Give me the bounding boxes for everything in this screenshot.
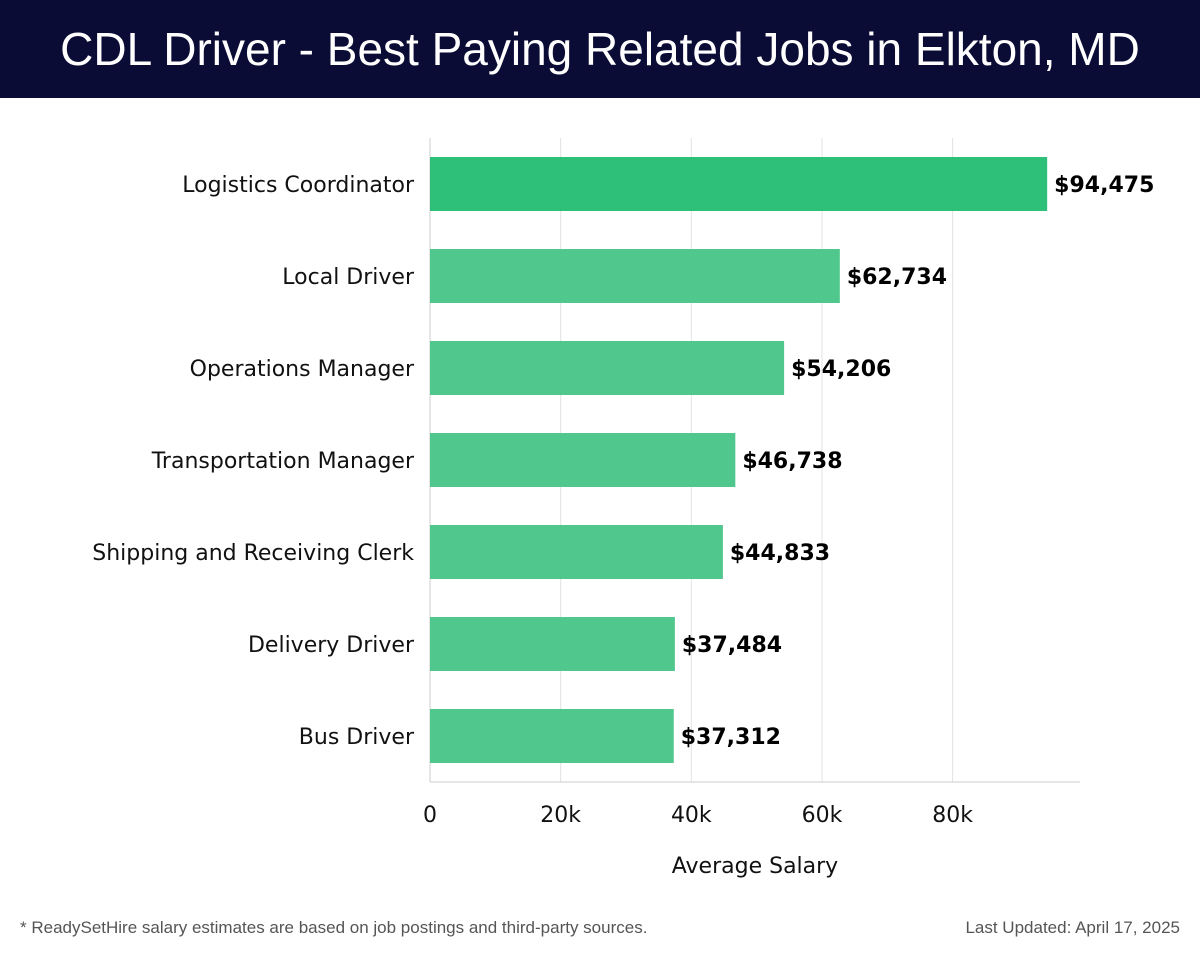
- category-label: Bus Driver: [299, 725, 415, 750]
- chart-title: CDL Driver - Best Paying Related Jobs in…: [0, 0, 1200, 98]
- bar: [430, 433, 736, 487]
- x-tick-label: 60k: [802, 803, 843, 828]
- x-axis-label: Average Salary: [672, 854, 838, 879]
- value-label: $44,833: [730, 541, 830, 566]
- category-label: Local Driver: [282, 265, 415, 290]
- bar-chart: 0 20k 40k 60k 80k Average Salary Logistics Coo…: [92, 138, 1154, 879]
- value-label: $37,312: [681, 725, 781, 750]
- bar: [430, 157, 1048, 211]
- bar: [430, 249, 840, 303]
- category-label: Transportation Manager: [151, 449, 415, 474]
- x-tick-label: 80k: [932, 803, 973, 828]
- category-label: Logistics Coordinator: [182, 173, 415, 198]
- value-label: $62,734: [847, 265, 947, 290]
- x-tick-label: 40k: [671, 803, 712, 828]
- category-label: Operations Manager: [190, 357, 415, 382]
- value-label: $94,475: [1054, 173, 1154, 198]
- category-label: Shipping and Receiving Clerk: [92, 541, 414, 566]
- bar: [430, 525, 723, 579]
- bar: [430, 709, 674, 763]
- value-label: $54,206: [791, 357, 891, 382]
- category-label: Delivery Driver: [248, 633, 415, 658]
- last-updated: Last Updated: April 17, 2025: [965, 918, 1180, 937]
- footnote: * ReadySetHire salary estimates are base…: [20, 918, 648, 937]
- value-label: $37,484: [682, 633, 782, 658]
- x-tick-label: 0: [423, 803, 437, 828]
- bar: [430, 617, 675, 671]
- bar: [430, 341, 785, 395]
- value-label: $46,738: [742, 449, 842, 474]
- x-tick-label: 20k: [540, 803, 581, 828]
